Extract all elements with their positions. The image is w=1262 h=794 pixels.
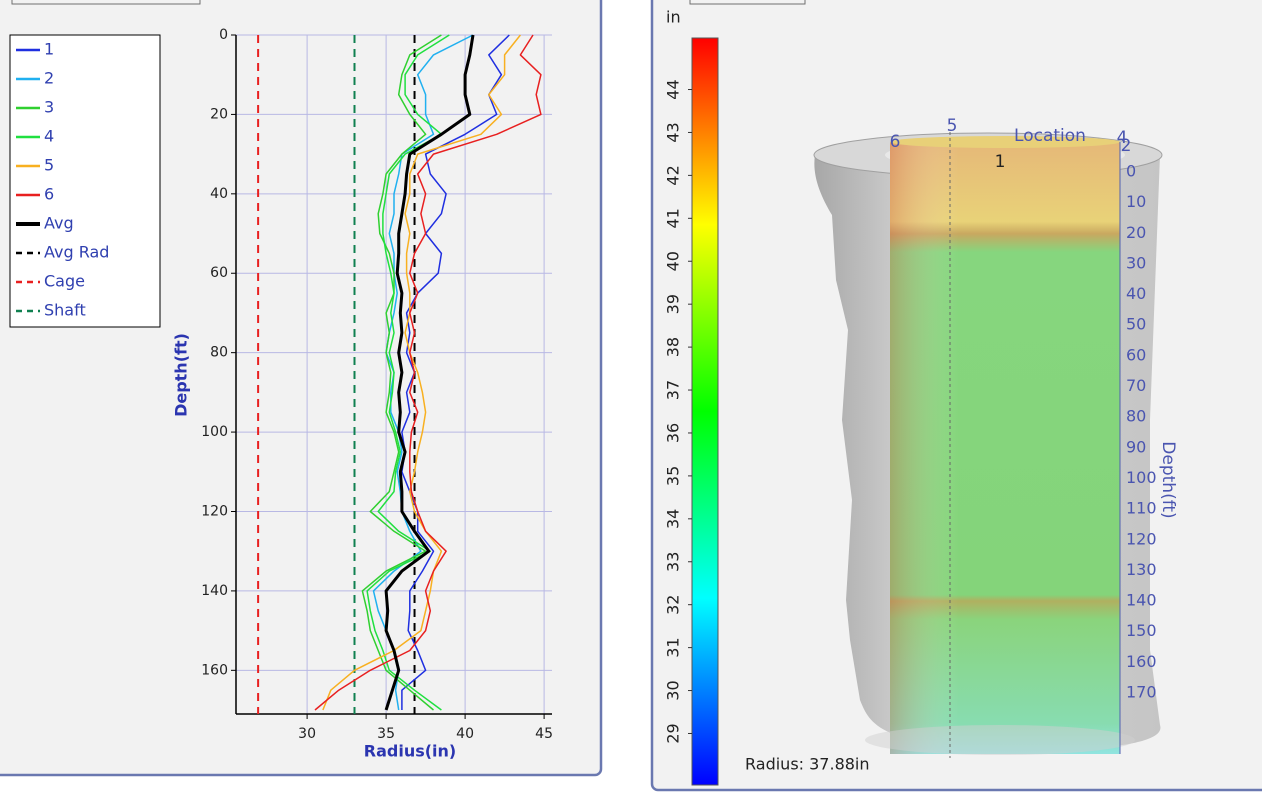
panel-tab: [12, 0, 200, 4]
y-tick-label: 160: [201, 662, 228, 678]
x-tick-label: 45: [535, 726, 553, 742]
screen: Radius(in) Depth(ft) in Depth(ft) Radius…: [0, 0, 1262, 794]
colorbar-tick-label: 30: [664, 680, 683, 700]
depth-tick-label: 100: [1126, 468, 1157, 487]
colorbar-tick-label: 39: [664, 294, 683, 314]
colorbar-tick-label: 29: [664, 723, 683, 743]
depth-tick-label: 10: [1126, 192, 1146, 211]
cylinder-3d: [814, 132, 1162, 758]
colorbar-unit: in: [666, 8, 681, 27]
legend-label: 2: [44, 69, 54, 88]
legend-label: 5: [44, 156, 54, 175]
colorbar-tick-label: 44: [664, 79, 683, 99]
legend-label: Cage: [44, 272, 85, 291]
x-tick-label: 30: [298, 726, 316, 742]
location-label: 5: [947, 116, 958, 136]
y-tick-label: 120: [201, 503, 228, 519]
location-label: 2: [1121, 136, 1132, 156]
location-label: 6: [890, 132, 901, 152]
y-tick-label: 80: [210, 345, 228, 361]
depth-tick-label: 130: [1126, 560, 1157, 579]
depth-tick-label: 70: [1126, 376, 1146, 395]
depth-tick-label: 160: [1126, 652, 1157, 671]
depth-tick-label: 20: [1126, 223, 1146, 242]
depth-tick-label: 60: [1126, 345, 1146, 364]
colorbar-tick-label: 32: [664, 595, 683, 615]
depth-tick-label: 30: [1126, 253, 1146, 272]
y-tick-label: 100: [201, 424, 228, 440]
location-label: 1: [995, 152, 1006, 172]
x-tick-label: 40: [456, 726, 474, 742]
depth-tick-label: 120: [1126, 529, 1157, 548]
colorbar-tick-label: 43: [664, 122, 683, 142]
depth-tick-label: 150: [1126, 621, 1157, 640]
colorbar-tick-label: 34: [664, 509, 683, 529]
depth-tick-label: 140: [1126, 591, 1157, 610]
depth-tick-label: 0: [1126, 162, 1136, 181]
colorbar-tick-label: 40: [664, 251, 683, 271]
colorbar-tick-label: 42: [664, 165, 683, 185]
depth-tick-label: 80: [1126, 407, 1146, 426]
y-tick-label: 140: [201, 583, 228, 599]
colorbar-tick-label: 37: [664, 380, 683, 400]
panel-tab: [690, 0, 805, 4]
legend-label: 6: [44, 185, 54, 204]
depth-tick-label: 90: [1126, 437, 1146, 456]
depth-tick-label: 170: [1126, 683, 1157, 702]
colorbar-tick-label: 36: [664, 423, 683, 443]
colorbar: [692, 38, 718, 785]
legend-label: 3: [44, 98, 54, 117]
depth-tick-label: 40: [1126, 284, 1146, 303]
y-tick-label: 40: [210, 186, 228, 202]
location-label: Location: [1014, 126, 1086, 146]
y-axis-label: Depth(ft): [172, 333, 191, 417]
colorbar-tick-label: 35: [664, 466, 683, 486]
radius-readout: Radius: 37.88in: [745, 755, 870, 774]
y-tick-label: 20: [210, 106, 228, 122]
colorbar-tick-label: 38: [664, 337, 683, 357]
x-tick-label: 35: [377, 726, 395, 742]
colorbar-tick-label: 31: [664, 637, 683, 657]
y-tick-label: 60: [210, 265, 228, 281]
colorbar-tick-label: 33: [664, 552, 683, 572]
legend-label: 4: [44, 127, 54, 146]
legend-label: Shaft: [44, 301, 86, 320]
depth-tick-label: 50: [1126, 315, 1146, 334]
y-tick-label: 0: [219, 27, 228, 43]
colorbar-tick-label: 41: [664, 208, 683, 228]
depth-tick-label: 110: [1126, 499, 1157, 518]
x-axis-label: Radius(in): [364, 742, 456, 761]
legend-label: Avg Rad: [44, 243, 109, 262]
legend-label: Avg: [44, 214, 74, 233]
depth-axis-title: Depth(ft): [1158, 441, 1178, 518]
legend-label: 1: [44, 40, 54, 59]
